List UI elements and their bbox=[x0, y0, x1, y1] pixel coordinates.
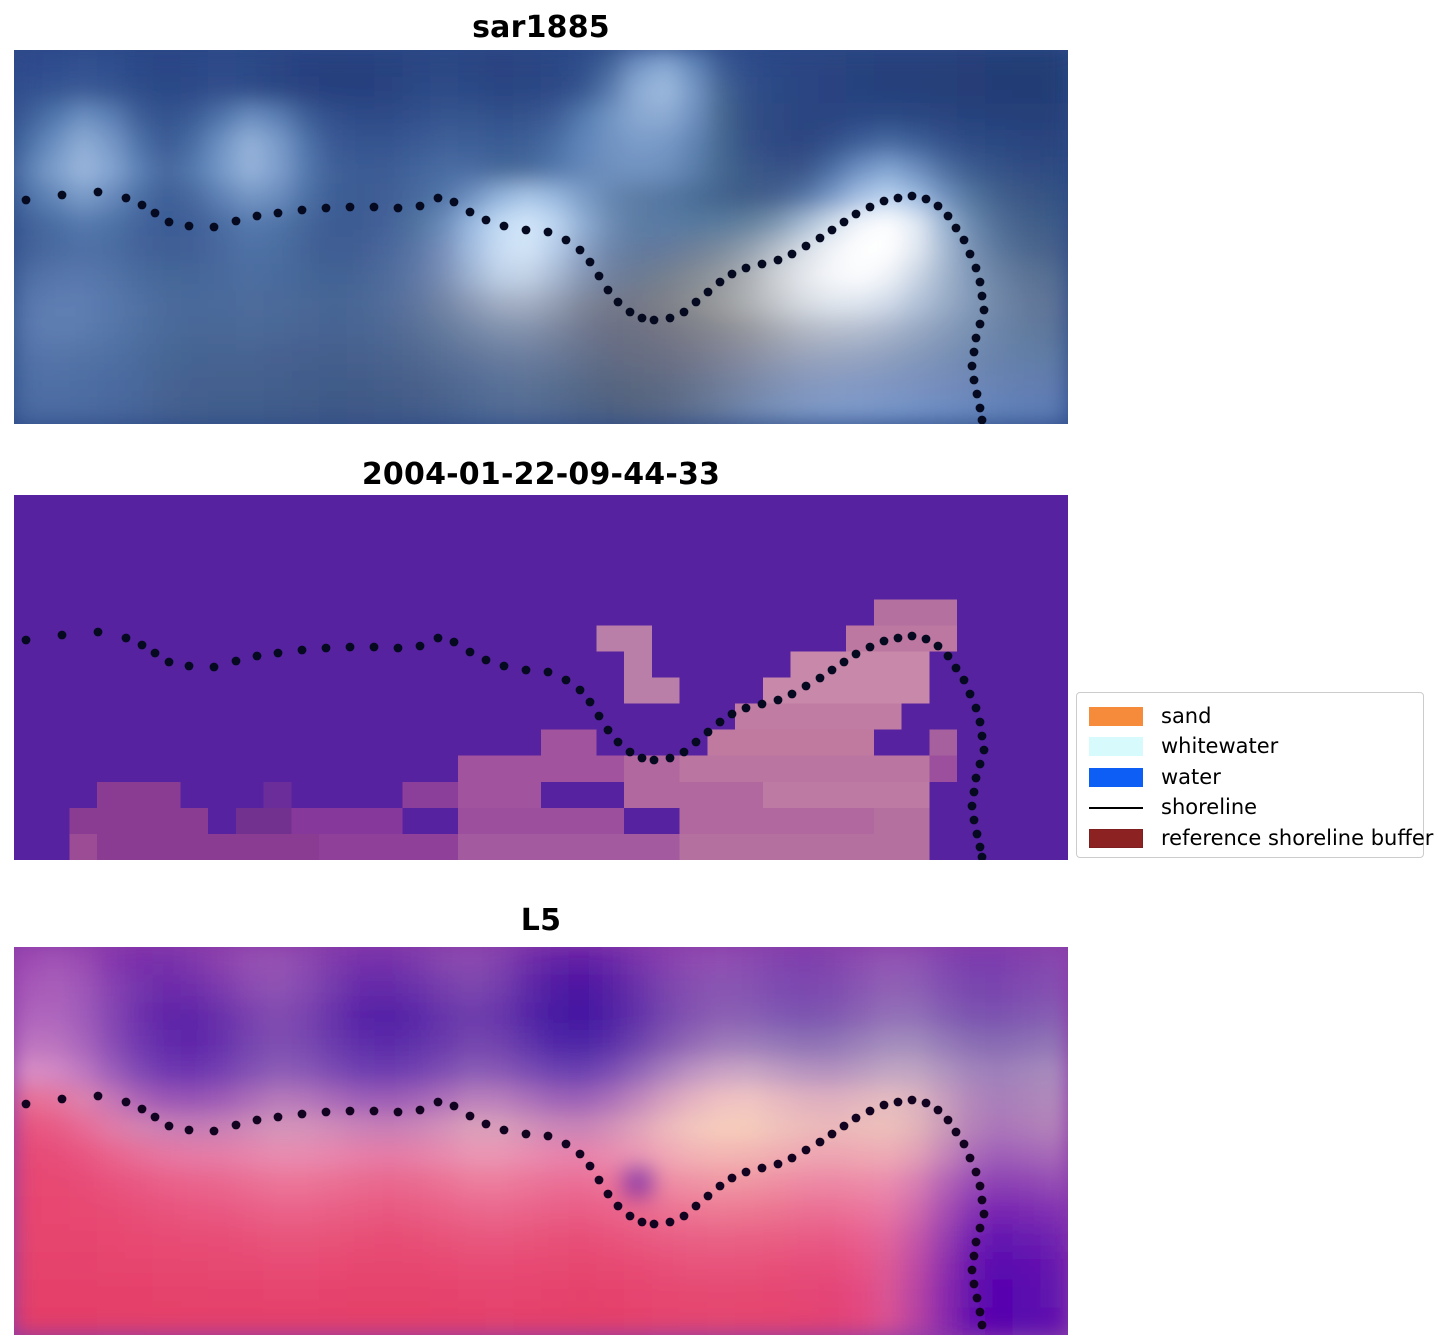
panel-sar-image bbox=[14, 50, 1068, 424]
panel-classification-map bbox=[14, 495, 1068, 860]
legend-label-whitewater: whitewater bbox=[1161, 734, 1279, 759]
reference-shoreline-buffer-swatch bbox=[1089, 828, 1143, 848]
water-swatch bbox=[1089, 767, 1143, 787]
sar-raster bbox=[14, 50, 1068, 424]
sand-swatch bbox=[1089, 706, 1143, 726]
panel-title-sar: sar1885 bbox=[472, 10, 610, 45]
legend-label-sand: sand bbox=[1161, 703, 1212, 728]
shoreline-line-swatch bbox=[1089, 806, 1143, 809]
legend-label-reference-shoreline-buffer: reference shoreline buffer bbox=[1161, 825, 1434, 850]
legend-label-shoreline: shoreline bbox=[1161, 795, 1258, 820]
legend-item-whitewater: whitewater bbox=[1089, 732, 1413, 763]
whitewater-swatch bbox=[1089, 737, 1143, 757]
legend-item-reference-shoreline-buffer: reference shoreline buffer bbox=[1089, 823, 1433, 854]
panel-l5-image bbox=[14, 947, 1068, 1335]
panel-title-l5: L5 bbox=[520, 903, 562, 938]
legend-item-shoreline: shoreline bbox=[1089, 793, 1413, 824]
classification-raster bbox=[14, 495, 1068, 860]
panel-title-classification: 2004-01-22-09-44-33 bbox=[361, 457, 721, 492]
legend-label-water: water bbox=[1161, 764, 1221, 789]
legend-box: sand whitewater water shoreline referenc… bbox=[1076, 692, 1433, 858]
l5-raster bbox=[14, 947, 1068, 1335]
legend-item-water: water bbox=[1089, 762, 1413, 793]
legend-item-sand: sand bbox=[1089, 701, 1413, 732]
